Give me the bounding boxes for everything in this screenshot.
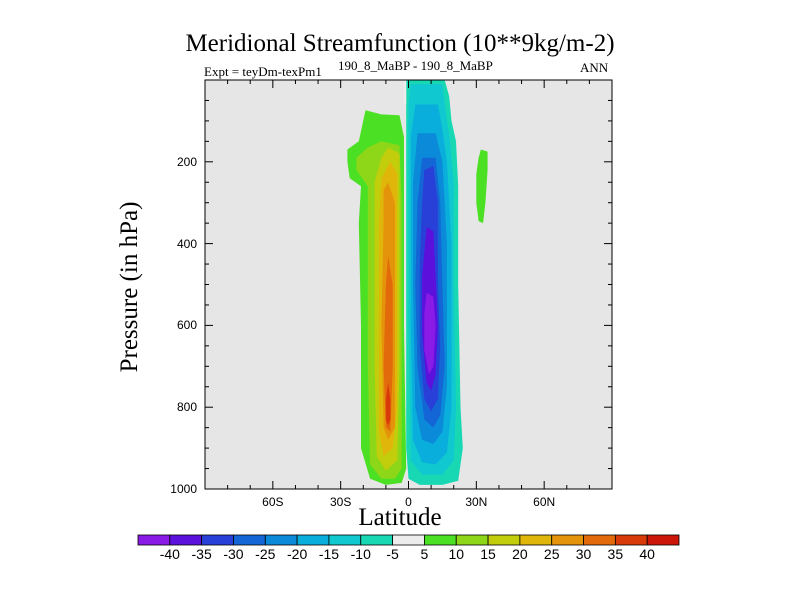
colorbar-label: -40 xyxy=(159,546,180,562)
season-label: ANN xyxy=(580,60,609,75)
colorbar-box xyxy=(137,534,171,546)
colorbar-box xyxy=(614,534,648,546)
colorbar-label: 40 xyxy=(639,546,655,562)
y-axis-label: Pressure (in hPa) xyxy=(116,201,143,373)
colorbar-label: 20 xyxy=(512,546,528,562)
colorbar-box xyxy=(455,534,489,546)
colorbar-label: 30 xyxy=(575,546,592,562)
chart-title: Meridional Streamfunction (10**9kg/m-2) xyxy=(185,30,615,57)
colorbar-box xyxy=(487,534,521,546)
colorbar-box xyxy=(360,534,393,546)
sh-positive-contour-7 xyxy=(385,382,391,426)
x-tick-label: 30N xyxy=(465,495,488,509)
nh-positive-patch xyxy=(476,149,488,224)
y-tick-label: 1000 xyxy=(170,482,197,496)
colorbar-label: 35 xyxy=(607,546,624,562)
colorbar-label: -15 xyxy=(318,546,340,562)
y-tick-label: 400 xyxy=(176,236,197,251)
x-tick-label: 30S xyxy=(329,495,352,509)
colorbar-box xyxy=(328,534,362,546)
experiment-label: Expt = teyDm-texPm1 xyxy=(204,64,322,79)
colorbar-label: -30 xyxy=(223,546,244,562)
colorbar-box xyxy=(296,534,330,546)
x-tick-label: 60S xyxy=(262,495,284,509)
colorbar-box xyxy=(233,534,266,546)
colorbar-label: -20 xyxy=(286,546,308,562)
y-tick-label: 600 xyxy=(176,318,197,333)
x-tick-label: 0 xyxy=(405,495,412,509)
x-axis-label: Latitude xyxy=(358,504,442,531)
sh-positive-contour-6 xyxy=(383,255,393,432)
x-tick-label: 60N xyxy=(533,495,556,509)
colorbar-label: -35 xyxy=(191,546,212,562)
y-tick-label: 800 xyxy=(176,400,197,415)
colorbar-label: -25 xyxy=(255,546,276,562)
case-label: 190_8_MaBP - 190_8_MaBP xyxy=(338,58,493,73)
y-tick-label: 200 xyxy=(176,154,197,169)
colorbar-box xyxy=(519,534,553,546)
colorbar-box xyxy=(583,534,616,546)
colorbar-box xyxy=(424,534,457,546)
colorbar-box xyxy=(646,534,680,546)
zero-contour-strip xyxy=(404,80,407,105)
colorbar-box xyxy=(201,534,234,546)
colorbar-label: -5 xyxy=(386,546,399,562)
colorbar-box xyxy=(551,534,584,546)
colorbar-label: 25 xyxy=(543,546,560,562)
colorbar-box xyxy=(169,534,203,546)
colorbar-label: 15 xyxy=(480,546,496,562)
colorbar-label: 10 xyxy=(448,546,465,562)
colorbar-box xyxy=(264,534,298,546)
nh-negative-contour-8 xyxy=(424,292,436,375)
colorbar-label: -10 xyxy=(350,546,371,562)
colorbar-box xyxy=(392,534,425,546)
colorbar-label: 5 xyxy=(420,546,429,562)
